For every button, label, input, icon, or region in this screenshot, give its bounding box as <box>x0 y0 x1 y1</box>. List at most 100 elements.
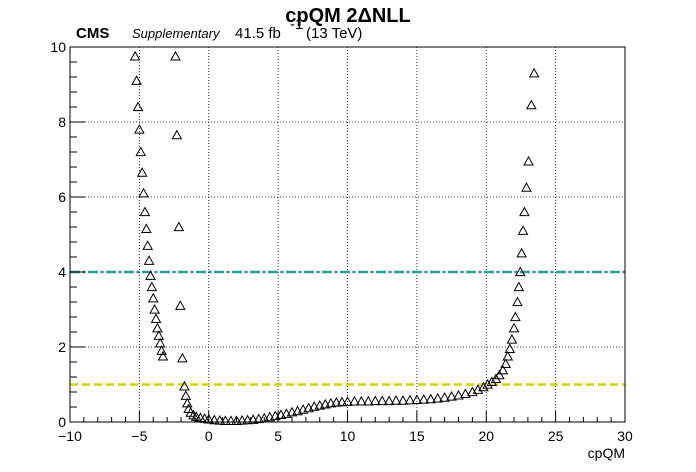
data-point-marker <box>506 333 518 344</box>
data-point-marker <box>376 395 388 406</box>
data-point-marker <box>453 389 464 400</box>
data-point-marker <box>225 415 237 425</box>
axis-ticks <box>69 46 626 423</box>
data-point-marker <box>383 395 395 406</box>
data-point-marker <box>136 167 148 177</box>
data-point-marker <box>208 414 220 425</box>
chart-title: cpQM 2ΔNLL <box>285 5 411 27</box>
data-point-marker <box>331 396 342 407</box>
data-point-marker <box>247 414 259 424</box>
data-point-marker <box>514 266 526 277</box>
data-point-marker <box>349 395 360 406</box>
lumi-label: 41.5 fb <box>235 25 281 42</box>
y-tick-label: 10 <box>50 39 66 55</box>
x-tick-label: 0 <box>205 428 213 444</box>
lumi-superscript: -1 <box>290 16 303 33</box>
supplementary-label: Supplementary <box>132 26 221 41</box>
data-point-marker <box>143 255 155 265</box>
x-tick-labels: −10 −5 0 5 10 15 20 25 30 <box>58 428 633 444</box>
data-point-marker <box>146 281 158 292</box>
data-point-marker <box>173 221 185 232</box>
data-point-marker <box>157 350 169 361</box>
data-point-marker <box>369 395 381 406</box>
data-point-marker <box>134 123 145 134</box>
data-point-marker <box>150 313 162 323</box>
data-point-marker <box>508 322 520 333</box>
data-point-marker <box>494 369 505 380</box>
data-point-marker <box>154 337 166 348</box>
data-point-marker <box>253 413 265 424</box>
data-point-marker <box>142 240 154 250</box>
data-point-marker <box>174 300 186 310</box>
x-tick-label: 10 <box>340 428 356 444</box>
data-point-marker <box>523 155 534 166</box>
grid <box>70 47 625 422</box>
data-point-marker <box>486 376 498 386</box>
data-point-marker <box>439 392 450 402</box>
data-point-marker <box>478 381 489 392</box>
y-tick-label: 2 <box>58 339 66 355</box>
x-tick-label: 30 <box>617 428 633 444</box>
x-tick-label: 5 <box>274 428 282 444</box>
data-point-marker <box>390 395 402 405</box>
data-point-marker <box>342 396 353 406</box>
data-point-marker <box>356 395 367 406</box>
data-point-marker <box>519 206 530 217</box>
data-points <box>129 50 540 425</box>
y-tick-label: 0 <box>58 414 66 430</box>
data-point-marker <box>156 345 167 355</box>
data-point-marker <box>325 397 337 408</box>
energy-label: (13 TeV) <box>306 25 362 42</box>
data-point-marker <box>131 75 142 85</box>
data-point-marker <box>404 394 416 405</box>
data-point-marker <box>139 206 151 217</box>
data-point-marker <box>516 247 527 258</box>
data-point-marker <box>220 415 231 425</box>
data-point-marker <box>502 350 514 361</box>
reference-lines <box>70 270 625 386</box>
data-point-marker <box>521 182 532 192</box>
data-point-marker <box>214 414 226 425</box>
data-point-marker <box>231 415 242 425</box>
data-point-marker <box>177 352 188 363</box>
data-point-marker <box>147 292 159 303</box>
x-tick-label: 25 <box>548 428 564 444</box>
data-point-marker <box>171 129 183 140</box>
data-point-marker <box>180 390 192 400</box>
x-axis-label: cpQM <box>588 445 625 461</box>
data-point-marker <box>504 343 516 353</box>
x-tick-label: −5 <box>131 428 147 444</box>
data-point-marker <box>411 394 423 404</box>
data-point-marker <box>203 413 215 424</box>
data-point-marker <box>418 393 430 404</box>
y-tick-labels: 0 2 4 6 8 10 <box>50 39 66 430</box>
data-point-marker <box>129 50 141 61</box>
data-point-marker <box>482 378 493 389</box>
data-point-marker <box>170 50 181 61</box>
data-point-marker <box>138 187 149 198</box>
data-point-marker <box>362 395 374 406</box>
data-point-marker <box>236 414 248 425</box>
data-point-marker <box>510 311 521 322</box>
data-point-marker <box>179 380 190 391</box>
data-point-marker <box>132 101 144 112</box>
y-tick-label: 6 <box>58 189 66 205</box>
data-point-marker <box>181 397 193 408</box>
data-point-marker <box>152 322 163 333</box>
data-point-marker <box>460 388 471 398</box>
data-point-marker <box>242 414 253 425</box>
data-point-marker <box>446 390 457 401</box>
x-tick-label: 15 <box>409 428 425 444</box>
data-point-marker <box>497 364 509 375</box>
data-point-marker <box>517 225 529 235</box>
x-tick-label: −10 <box>58 428 82 444</box>
data-point-marker <box>500 358 512 368</box>
y-tick-label: 4 <box>58 264 66 280</box>
data-point-marker <box>140 223 152 233</box>
x-tick-label: 20 <box>478 428 494 444</box>
data-point-marker <box>336 396 348 407</box>
data-point-marker <box>397 395 409 405</box>
y-tick-label: 8 <box>58 114 66 130</box>
data-point-marker <box>525 99 537 110</box>
